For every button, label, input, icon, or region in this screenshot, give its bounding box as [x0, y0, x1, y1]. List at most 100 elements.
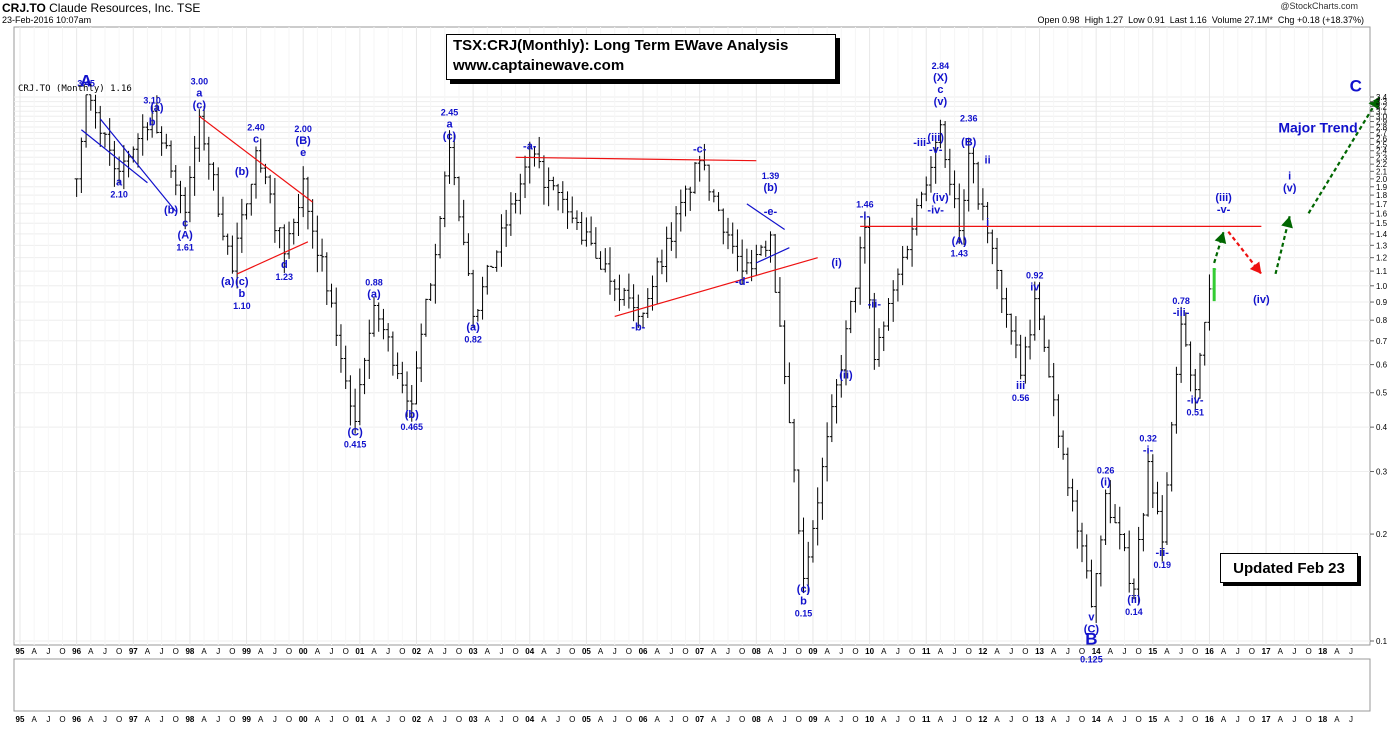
forecast-arrow-shaft: [1213, 231, 1225, 264]
ohlc-bar: [466, 233, 471, 276]
wave-label: (c): [193, 99, 207, 111]
wave-label: (v): [1283, 182, 1297, 194]
wave-label: c: [182, 217, 188, 229]
x-tick-label: 99: [242, 715, 251, 724]
x-tick-label: A: [145, 647, 151, 656]
x-tick-label: J: [613, 715, 617, 724]
ohlc-bar: [494, 250, 499, 272]
wave-label: -a-: [523, 140, 537, 152]
ohlc-bar: [1131, 578, 1136, 600]
x-tick-label: A: [824, 715, 830, 724]
x-tick-label: 11: [922, 647, 931, 656]
x-tick-label: O: [909, 647, 915, 656]
x-tick-label: A: [88, 715, 94, 724]
x-tick-label: J: [1236, 647, 1240, 656]
x-tick-label: A: [881, 715, 887, 724]
x-tick-label: O: [796, 715, 802, 724]
trend-line: [80, 129, 148, 184]
x-tick-label: 00: [299, 647, 308, 656]
x-tick-label: A: [31, 647, 37, 656]
ohlc-bar: [305, 176, 310, 230]
ohlc-bar: [121, 145, 126, 190]
x-tick-label: O: [1192, 647, 1198, 656]
x-tick-label: A: [31, 715, 37, 724]
ohlc-bar: [782, 320, 787, 385]
x-tick-label: J: [273, 647, 277, 656]
x-tick-label: A: [428, 715, 434, 724]
x-tick-label: 98: [185, 715, 194, 724]
x-tick-label: J: [386, 647, 390, 656]
y-tick-label: 0.5: [1376, 389, 1388, 398]
ohlc-bar: [726, 217, 730, 250]
chart-website: www.captainewave.com: [453, 57, 625, 74]
ohlc-bar: [768, 231, 773, 263]
ohlc-bar: [504, 209, 509, 247]
ohlc-bar: [220, 196, 225, 241]
wave-label: (B): [296, 135, 312, 147]
x-tick-label: A: [1108, 715, 1114, 724]
ohlc-bar: [626, 273, 631, 309]
ohlc-bar: [603, 248, 608, 273]
x-tick-label: O: [1192, 715, 1198, 724]
wave-label: 0.88: [365, 278, 383, 288]
ohlc-bar: [971, 148, 976, 184]
y-tick-label: 1.6: [1376, 209, 1388, 218]
ohlc-bar: [461, 199, 466, 246]
ohlc-bar: [282, 224, 287, 273]
y-tick-label: 2.2: [1376, 160, 1388, 169]
x-tick-label: O: [569, 715, 575, 724]
ohlc-bar: [683, 185, 688, 217]
x-tick-label: 13: [1035, 715, 1044, 724]
stat-open-value: 0.98: [1062, 15, 1080, 25]
wave-label: b: [238, 288, 245, 300]
wave-label: 2.45: [441, 108, 459, 118]
y-tick-label: 1.2: [1376, 254, 1388, 263]
x-tick-label: J: [726, 715, 730, 724]
ohlc-bar: [556, 183, 561, 211]
ohlc-bar: [324, 252, 329, 305]
y-tick-label: 1.5: [1376, 219, 1388, 228]
ohlc-bar: [485, 264, 490, 295]
x-tick-label: O: [1136, 715, 1142, 724]
x-tick-label: 12: [978, 715, 987, 724]
x-tick-label: 09: [809, 647, 818, 656]
ohlc-bar: [400, 361, 405, 394]
x-tick-label: A: [598, 715, 604, 724]
x-tick-label: 18: [1318, 715, 1327, 724]
y-tick-label: 2.8: [1376, 123, 1388, 132]
ohlc-bar: [1061, 430, 1066, 460]
wave-label: a: [446, 119, 453, 131]
ohlc-bar: [801, 517, 806, 594]
x-tick-label: 02: [412, 647, 421, 656]
x-tick-label: J: [896, 715, 900, 724]
wave-label: c: [253, 134, 259, 146]
ohlc-bar: [905, 245, 910, 260]
x-tick-label: A: [258, 715, 264, 724]
trend-line: [614, 257, 818, 317]
ohlc-bar: [442, 171, 447, 228]
ticker-symbol: CRJ.TO: [2, 1, 46, 15]
stockcharts-brand[interactable]: @StockCharts.com: [1280, 1, 1358, 11]
ohlc-bar: [759, 244, 764, 256]
company-name: Claude Resources, Inc.: [49, 1, 174, 15]
x-tick-label: O: [1079, 647, 1085, 656]
x-tick-label: O: [1249, 715, 1255, 724]
ohlc-bar: [239, 198, 244, 253]
ohlc-bar: [919, 191, 924, 209]
ohlc-bar: [1056, 394, 1061, 449]
wave-labels: 3.45A3.10ba2.10c(A)1.61(a)(b)3.00a(c)2.4…: [77, 61, 1362, 665]
ohlc-bar: [357, 368, 362, 426]
ohlc-bar: [584, 217, 589, 247]
wave-label: a: [196, 87, 203, 99]
ohlc-bar: [844, 320, 848, 386]
forecast-arrow: [1213, 231, 1227, 264]
x-tick-label: O: [626, 715, 632, 724]
ohlc-bar: [589, 216, 594, 246]
ohlc-bar: [900, 245, 905, 286]
ohlc-bar: [258, 138, 263, 173]
ohlc-bar: [938, 119, 943, 149]
ohlc-bar: [456, 176, 461, 222]
x-tick-label: A: [541, 647, 547, 656]
chart-title-box: TSX:CRJ(Monthly): Long Term EWave Analys…: [446, 34, 836, 80]
x-tick-label: O: [852, 715, 858, 724]
